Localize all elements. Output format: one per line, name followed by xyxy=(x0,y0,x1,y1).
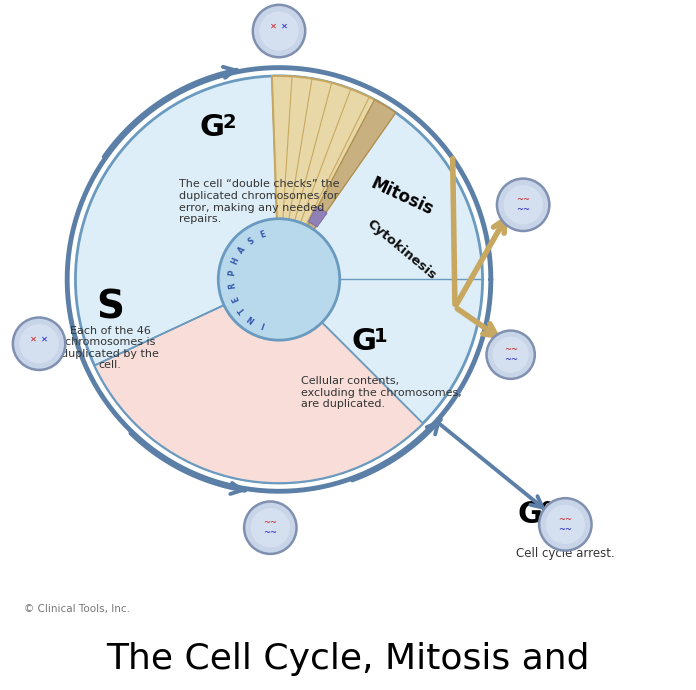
Text: Each of the 46
chromosomes is
duplicated by the
cell.: Each of the 46 chromosomes is duplicated… xyxy=(61,326,159,371)
Text: 1: 1 xyxy=(374,327,388,346)
Wedge shape xyxy=(308,206,327,227)
Text: S: S xyxy=(96,288,124,326)
Wedge shape xyxy=(279,100,396,279)
Circle shape xyxy=(253,5,306,57)
Circle shape xyxy=(244,502,296,554)
Text: E: E xyxy=(259,230,267,240)
Wedge shape xyxy=(272,76,387,279)
Text: ~~: ~~ xyxy=(558,515,572,524)
Circle shape xyxy=(546,505,585,544)
Text: The cell “double checks” the
duplicated chromosomes for
error, making any needed: The cell “double checks” the duplicated … xyxy=(179,179,340,224)
Text: Cellular contents,
excluding the chromosomes,
are duplicated.: Cellular contents, excluding the chromos… xyxy=(301,376,462,409)
Wedge shape xyxy=(95,279,423,483)
Text: P: P xyxy=(227,270,237,277)
Text: The Cell Cycle, Mitosis and: The Cell Cycle, Mitosis and xyxy=(106,642,590,676)
Text: 0: 0 xyxy=(540,500,553,519)
Text: Cell cycle arrest.: Cell cycle arrest. xyxy=(516,547,615,560)
Text: ~~: ~~ xyxy=(558,524,572,534)
Circle shape xyxy=(251,508,290,547)
Circle shape xyxy=(13,317,65,370)
Text: I: I xyxy=(260,319,266,328)
Text: T: T xyxy=(237,304,247,314)
Text: ~~: ~~ xyxy=(516,205,530,214)
Circle shape xyxy=(487,331,535,379)
Text: ~~: ~~ xyxy=(516,195,530,204)
Circle shape xyxy=(19,324,58,364)
Text: ~~: ~~ xyxy=(504,346,518,355)
Text: Mitosis: Mitosis xyxy=(367,175,436,219)
Text: S: S xyxy=(246,236,256,246)
Text: A: A xyxy=(237,244,248,255)
Text: ✕: ✕ xyxy=(281,21,288,31)
Text: E: E xyxy=(230,294,241,302)
Text: G: G xyxy=(517,500,542,529)
Circle shape xyxy=(539,498,592,551)
Text: ~~: ~~ xyxy=(263,528,277,537)
Text: R: R xyxy=(227,282,237,289)
Text: 2: 2 xyxy=(223,113,236,132)
Text: G: G xyxy=(200,113,225,142)
Circle shape xyxy=(260,12,299,51)
Text: Cytokinesis: Cytokinesis xyxy=(364,217,438,282)
Wedge shape xyxy=(75,76,482,483)
Text: G: G xyxy=(351,327,377,356)
Text: N: N xyxy=(246,313,257,324)
Text: ✕: ✕ xyxy=(30,335,37,344)
Text: ~~: ~~ xyxy=(504,355,518,364)
Text: ✕: ✕ xyxy=(270,21,277,31)
Circle shape xyxy=(219,219,340,340)
Circle shape xyxy=(497,179,549,231)
Text: ✕: ✕ xyxy=(41,335,48,344)
Circle shape xyxy=(503,185,543,224)
Text: H: H xyxy=(230,256,241,266)
Text: ~~: ~~ xyxy=(263,518,277,527)
Text: © Clinical Tools, Inc.: © Clinical Tools, Inc. xyxy=(24,604,129,613)
Circle shape xyxy=(493,337,529,373)
